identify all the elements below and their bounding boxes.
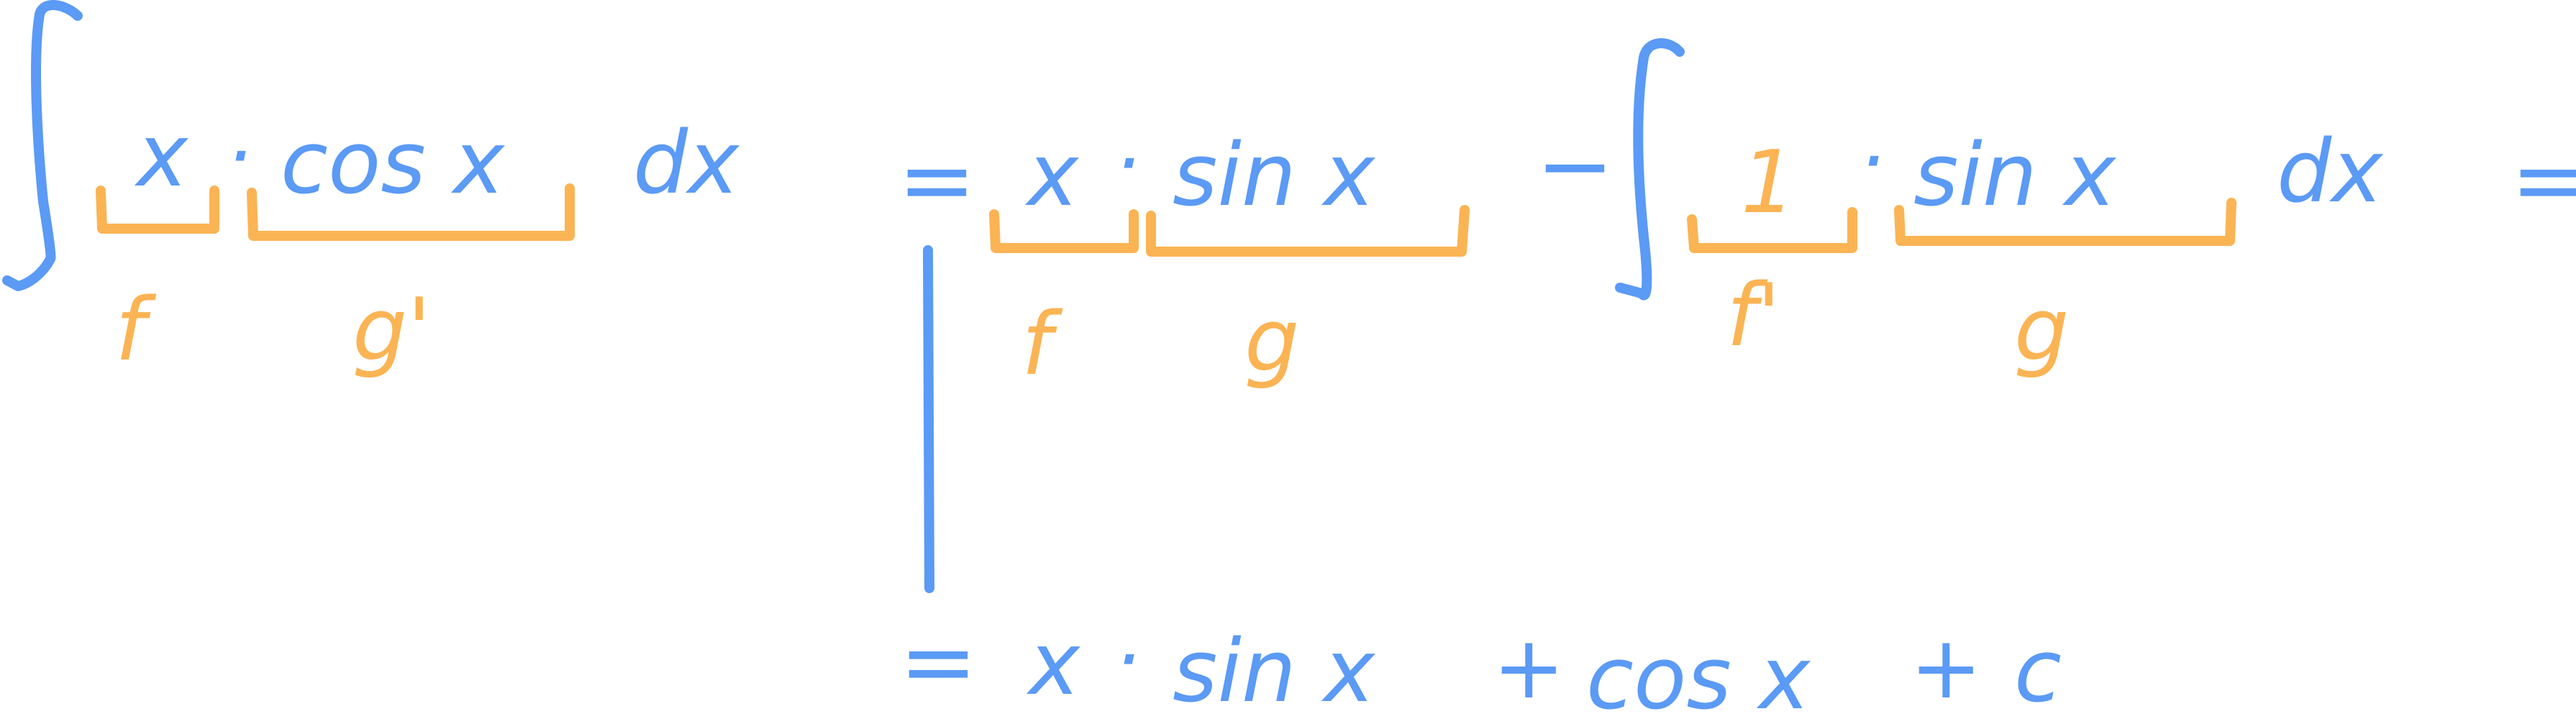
- uv-dot: ·: [1115, 117, 1140, 209]
- bracket-dv-lhs: [247, 183, 575, 241]
- bracket-v-uv: [1146, 205, 1470, 257]
- lhs-u-term: x: [134, 106, 189, 206]
- connector-line: [923, 245, 934, 593]
- equals-trailing: =: [2511, 125, 2576, 234]
- equals-1: =: [898, 125, 976, 234]
- rhs-differential: dx: [2277, 122, 2384, 222]
- uv-v-term: sin x: [1173, 126, 1376, 226]
- uv-u-term: x: [1024, 126, 1080, 226]
- integral-sign-lhs: [2, 0, 83, 291]
- bracket-v-rhs: [1894, 198, 2236, 246]
- rhs-dot: ·: [1860, 115, 1885, 207]
- lhs-differential: dx: [633, 114, 740, 214]
- bracket-u-uv: [989, 209, 1139, 253]
- lhs-dv-label: g': [352, 280, 431, 380]
- minus-sign: −: [1536, 111, 1614, 220]
- uv-u-label: f: [1021, 295, 1063, 395]
- equals-2: =: [899, 607, 978, 716]
- lhs-dot: ·: [227, 110, 252, 202]
- rhs-du-label: f': [1726, 266, 1780, 366]
- rhs-v-label: g: [2014, 280, 2069, 380]
- rhs-v-term: sin x: [1913, 126, 2117, 226]
- line2-constant: c: [2014, 622, 2062, 719]
- line2-plus-1: +: [1493, 618, 1565, 718]
- line2-x: x: [1026, 615, 1081, 715]
- lhs-dv-term: cos x: [281, 114, 506, 214]
- bracket-u-lhs: [96, 186, 219, 234]
- line2-dot: ·: [1115, 613, 1140, 705]
- line2-sin: sin x: [1173, 622, 1376, 719]
- integral-sign-rhs: [1615, 38, 1685, 301]
- uv-v-label: g: [1244, 291, 1299, 391]
- rhs-du-term: 1: [1741, 133, 1796, 233]
- lhs-u-label: f: [115, 280, 157, 380]
- bracket-du-rhs: [1687, 207, 1857, 253]
- line2-plus-2: +: [1910, 618, 1983, 718]
- line2-cos: cos x: [1586, 629, 1811, 719]
